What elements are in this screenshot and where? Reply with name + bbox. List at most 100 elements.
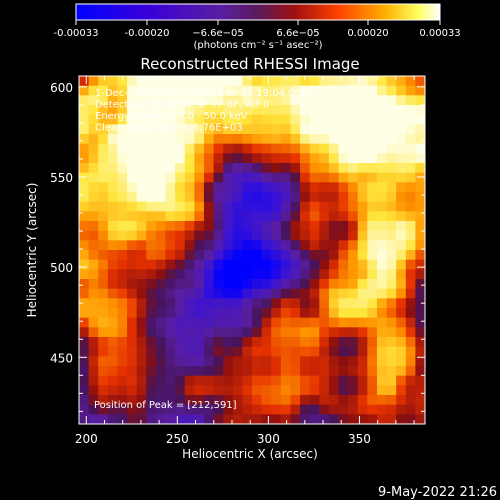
heatmap-cell	[175, 240, 186, 251]
heatmap-cell	[338, 240, 349, 251]
heatmap-cell	[319, 114, 330, 125]
heatmap-cell	[127, 288, 138, 299]
heatmap-cell	[252, 105, 263, 116]
heatmap-cell	[386, 308, 397, 319]
heatmap-cell	[367, 317, 378, 328]
heatmap-cell	[357, 201, 368, 212]
heatmap-cell	[194, 240, 205, 251]
heatmap-cell	[194, 124, 205, 135]
heatmap-cell	[300, 153, 311, 164]
heatmap-cell	[165, 337, 176, 348]
heatmap-cell	[194, 221, 205, 232]
heatmap-cell	[328, 76, 340, 87]
heatmap-cell	[309, 308, 320, 319]
heatmap-cell	[261, 269, 272, 280]
heatmap-cell	[146, 395, 157, 406]
heatmap-cell	[79, 395, 90, 406]
heatmap-cell	[88, 366, 99, 377]
heatmap-cell	[203, 317, 215, 328]
heatmap-cell	[405, 395, 416, 406]
heatmap-cell	[290, 172, 301, 183]
heatmap-cell	[155, 269, 167, 280]
heatmap-cell	[146, 105, 157, 116]
heatmap-cell	[271, 414, 282, 424]
heatmap-cell	[261, 201, 272, 212]
heatmap-cell	[261, 230, 272, 241]
heatmap-cell	[203, 134, 215, 145]
heatmap-cell	[223, 143, 234, 154]
heatmap-cell	[127, 395, 138, 406]
heatmap-cell	[386, 230, 397, 241]
heatmap-cell	[415, 404, 425, 415]
heatmap-cell	[367, 298, 378, 309]
heatmap-cell	[328, 288, 340, 299]
heatmap-cell	[88, 414, 99, 424]
heatmap-cell	[184, 143, 195, 154]
heatmap-cell	[242, 250, 253, 261]
heatmap-cell	[232, 85, 243, 96]
heatmap-cell	[98, 221, 109, 232]
heatmap-cell	[309, 192, 320, 203]
heatmap-cell	[415, 134, 425, 145]
heatmap-cell	[146, 414, 157, 424]
heatmap-cell	[280, 85, 292, 96]
heatmap-cell	[98, 76, 109, 87]
heatmap-cell	[165, 404, 176, 415]
heatmap-cell	[232, 288, 243, 299]
heatmap-cell	[396, 163, 407, 174]
heatmap-cell	[261, 76, 272, 87]
heatmap-cell	[367, 230, 378, 241]
heatmap-cell	[223, 76, 234, 87]
heatmap-cell	[280, 366, 292, 377]
heatmap-cell	[300, 279, 311, 290]
heatmap-cell	[300, 308, 311, 319]
heatmap-cell	[386, 143, 397, 154]
heatmap-cell	[319, 230, 330, 241]
heatmap-cell	[136, 385, 147, 396]
colorbar-ticks: -0.00033 -0.00020 −6.6e−05 6.6e−05 0.00020 0.…	[54, 20, 461, 39]
heatmap-cell	[117, 153, 128, 164]
heatmap-cell	[203, 346, 215, 357]
heatmap-cell	[117, 85, 128, 96]
heatmap-cell	[136, 337, 147, 348]
heatmap-cell	[396, 221, 407, 232]
heatmap-cell	[290, 404, 301, 415]
heatmap-cell	[261, 192, 272, 203]
heatmap-cell	[117, 269, 128, 280]
heatmap-cell	[328, 375, 340, 386]
colorbar: -0.00033 -0.00020 −6.6e−05 6.6e−05 0.00020 0.…	[54, 3, 461, 51]
heatmap-cell	[348, 414, 359, 424]
heatmap-cell	[261, 346, 272, 357]
heatmap-cell	[280, 346, 292, 357]
heatmap-cell	[367, 337, 378, 348]
heatmap-cell	[271, 240, 282, 251]
heatmap-cell	[117, 259, 128, 270]
heatmap-cell	[79, 114, 90, 125]
heatmap-cell	[107, 317, 119, 328]
heatmap-cell	[107, 366, 119, 377]
heatmap-cell	[155, 230, 167, 241]
heatmap-cell	[165, 85, 176, 96]
heatmap-cell	[98, 182, 109, 193]
heatmap-cell	[357, 250, 368, 261]
heatmap-cell	[396, 95, 407, 106]
heatmap-cell	[223, 414, 234, 424]
heatmap-cell	[309, 404, 320, 415]
heatmap-cell	[146, 201, 157, 212]
heatmap-cell	[376, 346, 388, 357]
heatmap-cell	[396, 298, 407, 309]
heatmap-cell	[405, 404, 416, 415]
heatmap-cell	[203, 211, 215, 222]
heatmap-cell	[300, 105, 311, 116]
heatmap-cell	[405, 327, 416, 338]
heatmap-cell	[309, 259, 320, 270]
heatmap-cell	[117, 395, 128, 406]
heatmap-cell	[415, 366, 425, 377]
heatmap-cell	[280, 163, 292, 174]
heatmap-cell	[338, 414, 349, 424]
heatmap-cell	[107, 298, 119, 309]
heatmap-cell	[357, 221, 368, 232]
heatmap-cell	[98, 269, 109, 280]
heatmap-cell	[155, 163, 167, 174]
heatmap-cell	[271, 134, 282, 145]
